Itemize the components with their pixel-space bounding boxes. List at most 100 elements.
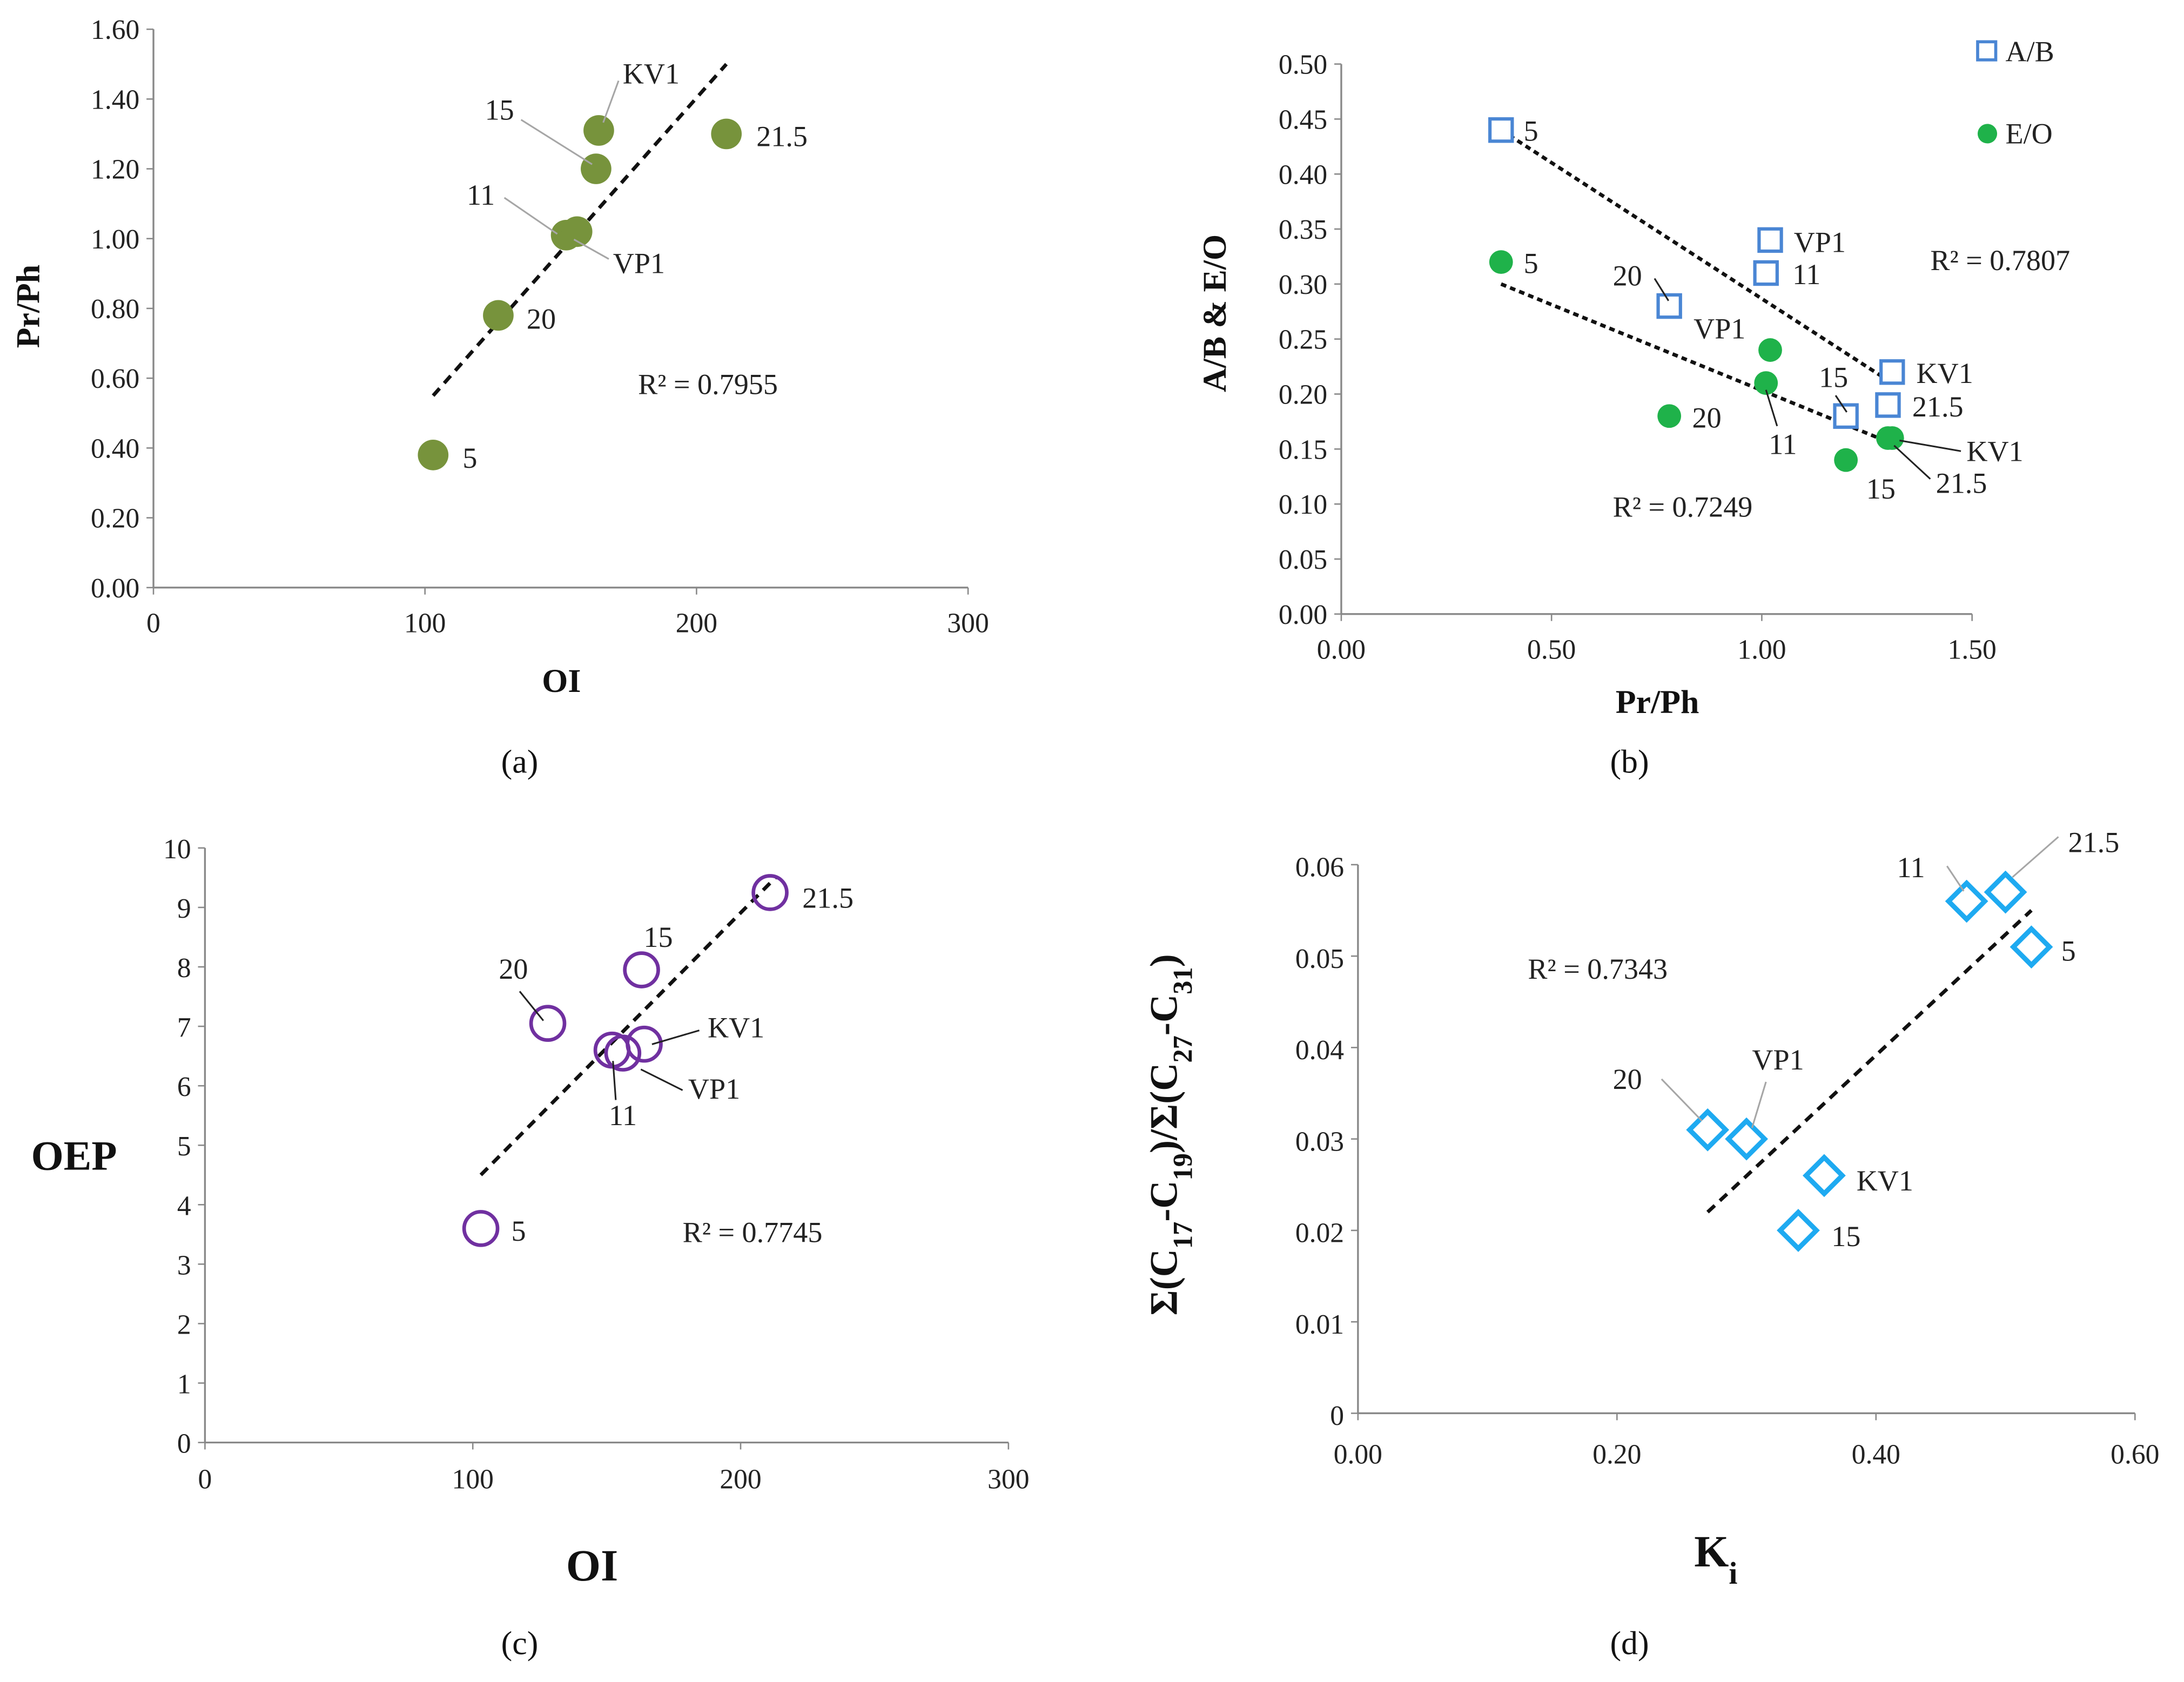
- data-point: [1656, 293, 1682, 319]
- trendline: [1500, 282, 1893, 446]
- leader-line: [1946, 865, 1965, 892]
- x-tick-label: 1.50: [1948, 634, 1997, 665]
- axis-label-part: K: [1694, 1526, 1729, 1576]
- axis-label-part: Σ(C: [1143, 1249, 1186, 1315]
- point-label: VP1: [1752, 1044, 1804, 1076]
- point-label: 15: [1866, 473, 1896, 505]
- axis-label-part: -C: [1143, 1180, 1186, 1221]
- point-label: 15: [485, 94, 514, 126]
- r-squared-label: R² = 0.7343: [1528, 953, 1668, 985]
- panel-caption: (c): [501, 1625, 539, 1661]
- y-axis-label: Σ(C17-C19)/Σ(C27-C31): [1143, 954, 1198, 1315]
- data-point: [593, 1031, 631, 1069]
- point-label: 21.5: [756, 120, 808, 153]
- point-label: KV1: [1857, 1165, 1913, 1197]
- point-label: 5: [2061, 935, 2076, 967]
- x-tick-label: 0.40: [1852, 1439, 1900, 1470]
- y-tick-label: 0.10: [1279, 489, 1327, 520]
- data-point: [751, 874, 789, 911]
- leader-line: [520, 119, 593, 165]
- y-tick-label: 0.45: [1279, 104, 1327, 135]
- data-point: [1754, 371, 1778, 395]
- point-label: 20: [499, 953, 528, 985]
- y-tick-label: 5: [177, 1131, 191, 1162]
- point-label: 20: [527, 302, 556, 335]
- data-point: [1875, 392, 1901, 418]
- point-label: 15: [1831, 1220, 1860, 1253]
- point-label: 21.5: [802, 882, 854, 914]
- y-tick-label: 1.40: [91, 84, 139, 115]
- data-point: [1777, 1209, 1820, 1252]
- point-label: KV1: [623, 58, 680, 90]
- x-axis-label: Ki: [1694, 1526, 1737, 1591]
- chart-2: 0 100 200 300 0 1 2 3 4 5 6 7 8 9 10 OI OEP R² = 0.7745 5 2…: [31, 834, 1030, 1662]
- y-tick-label: 0.01: [1295, 1309, 1344, 1340]
- x-tick-label: 0.50: [1527, 634, 1576, 665]
- data-point: [1686, 1108, 1730, 1152]
- data-point: [529, 1005, 567, 1042]
- x-tick-label: 0: [146, 608, 160, 638]
- data-point: [581, 153, 611, 184]
- point-label: 11: [1897, 851, 1925, 884]
- point-label: 5: [462, 442, 477, 474]
- x-tick-label: 0: [198, 1464, 212, 1495]
- point-label: 15: [1819, 361, 1848, 394]
- y-tick-label: 0.20: [1279, 380, 1327, 411]
- r-squared-label: R² = 0.7955: [638, 368, 778, 401]
- point-label: KV1: [1917, 357, 1973, 389]
- data-point: [1758, 338, 1782, 362]
- y-tick-label: 0.00: [1279, 600, 1327, 630]
- legend: A/B E/O: [1976, 35, 2054, 150]
- panel-caption: (b): [1610, 744, 1649, 781]
- chart-3: 0.00 0.20 0.40 0.60 0 0.01 0.02 0.03 0.04 0.05 0.0…: [1143, 826, 2160, 1662]
- data-point: [1945, 879, 1988, 923]
- legend-label: A/B: [2006, 35, 2054, 68]
- y-axis-label: A/B & E/O: [1197, 234, 1233, 392]
- y-tick-label: 0: [1330, 1401, 1344, 1431]
- leader-line: [1654, 278, 1670, 301]
- y-tick-label: 1: [177, 1369, 191, 1400]
- point-label: VP1: [613, 247, 665, 279]
- axis-label-part: ): [1143, 954, 1186, 967]
- data-point: [418, 439, 449, 470]
- data-point: [462, 1210, 500, 1247]
- point-label: 11: [1769, 428, 1797, 460]
- point-label: 5: [1524, 247, 1538, 279]
- y-tick-label: 0.05: [1295, 944, 1344, 974]
- leader-line: [651, 1030, 700, 1045]
- leader-line: [2012, 836, 2059, 878]
- point-label: 15: [643, 921, 673, 953]
- y-tick-label: 0: [177, 1429, 191, 1459]
- axis-label-part: i: [1729, 1557, 1737, 1591]
- leader-line: [1893, 445, 1931, 480]
- x-tick-label: 200: [720, 1464, 761, 1495]
- y-tick-label: 0.40: [1279, 159, 1327, 190]
- legend-label: E/O: [2006, 118, 2053, 150]
- data-point: [1657, 404, 1682, 428]
- point-label: 20: [1692, 401, 1722, 434]
- leader-line: [612, 1061, 617, 1100]
- point-label: 5: [1524, 115, 1538, 147]
- legend-square-icon: [1976, 40, 1998, 62]
- leader-line: [1765, 389, 1778, 427]
- point-label: 11: [467, 179, 495, 211]
- chart-1: 0.00 0.50 1.00 1.50 0.00 0.05 0.10 0.15 0.20 0.25…: [1197, 35, 2070, 780]
- y-tick-label: 0.50: [1279, 50, 1327, 80]
- leader-line: [1834, 395, 1847, 413]
- leader-line: [602, 80, 620, 123]
- y-tick-label: 8: [177, 953, 191, 984]
- r-squared-label: R² = 0.7745: [683, 1216, 823, 1248]
- axis-label-part: 27: [1168, 1035, 1198, 1063]
- axis-label-part: -C: [1143, 994, 1186, 1035]
- data-point: [711, 118, 742, 150]
- y-tick-label: 4: [177, 1190, 191, 1221]
- x-tick-label: 100: [452, 1464, 494, 1495]
- point-label: 21.5: [1912, 391, 1964, 423]
- data-point: [1834, 448, 1858, 472]
- x-axis-label: OI: [542, 663, 581, 699]
- point-label: KV1: [708, 1011, 764, 1044]
- x-tick-label: 0.60: [2111, 1439, 2159, 1470]
- data-point: [1757, 227, 1783, 253]
